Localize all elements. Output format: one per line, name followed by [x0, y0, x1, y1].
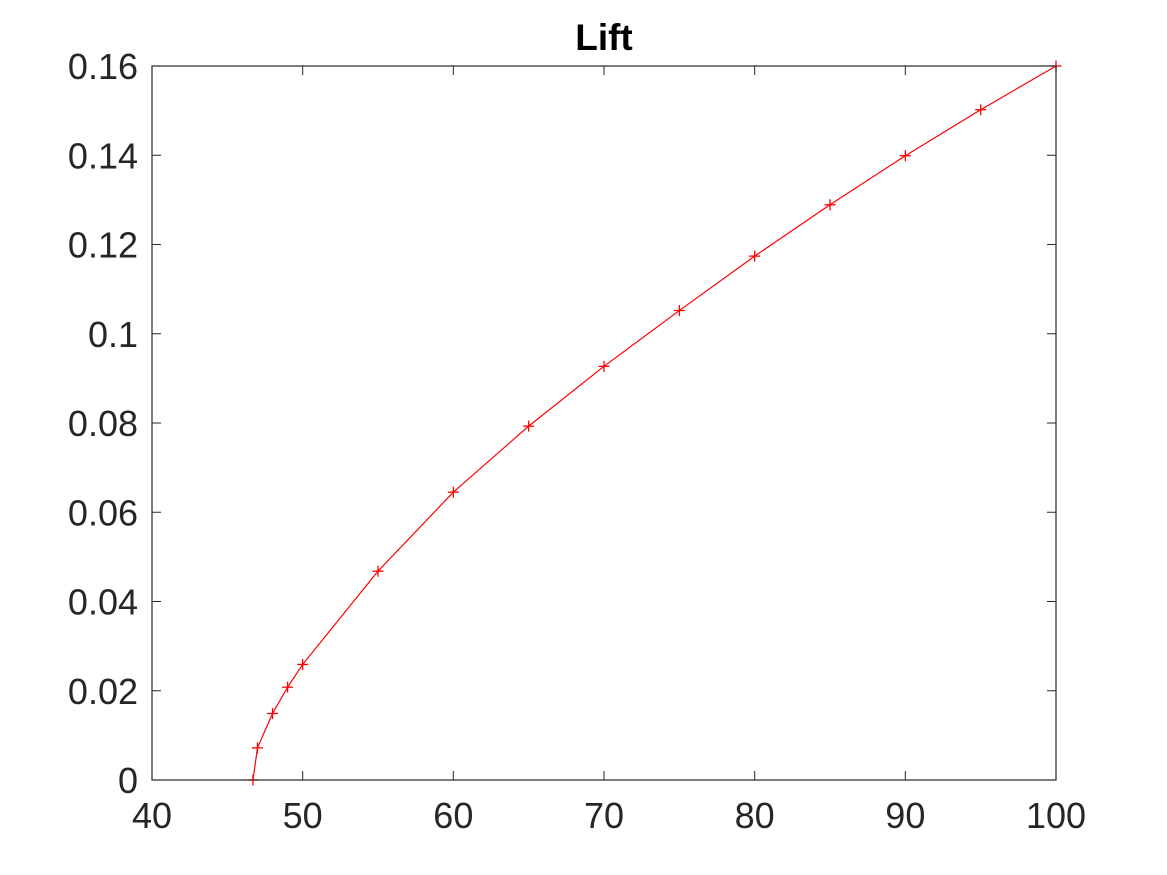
y-tick-label: 0.16 — [68, 46, 138, 87]
data-point-marker — [824, 199, 836, 211]
y-tick-label: 0.14 — [68, 135, 138, 176]
axes-box — [151, 65, 1057, 781]
chart-title: Lift — [575, 17, 633, 58]
x-tick-label: 90 — [885, 795, 925, 836]
x-tick-label: 60 — [433, 795, 473, 836]
x-tick-label: 50 — [283, 795, 323, 836]
y-tick-label: 0.04 — [68, 582, 138, 623]
data-point-marker — [523, 420, 535, 432]
x-tick-label: 80 — [735, 795, 775, 836]
data-point-marker — [673, 305, 685, 317]
data-point-marker — [267, 708, 279, 720]
y-tick-label: 0 — [118, 760, 138, 801]
y-tick-label: 0.12 — [68, 225, 138, 266]
x-tick-label: 70 — [584, 795, 624, 836]
x-tick-label: 100 — [1026, 795, 1086, 836]
y-tick-label: 0.06 — [68, 492, 138, 533]
data-point-marker — [372, 565, 384, 577]
data-point-marker — [899, 150, 911, 162]
data-point-marker — [598, 360, 610, 372]
y-tick-label: 0.02 — [68, 671, 138, 712]
ticks-layer: 40 50 60 70 80 90 100 0 0.02 0.04 0.06 0.08 0.1 0.12 0… — [68, 46, 1086, 836]
data-point-marker — [749, 250, 761, 262]
data-point-marker — [447, 486, 459, 498]
y-tick-label: 0.1 — [88, 314, 138, 355]
data-point-marker — [297, 658, 309, 670]
y-tick-label: 0.08 — [68, 403, 138, 444]
x-tick-label: 40 — [132, 795, 172, 836]
plot-area — [152, 66, 1056, 780]
data-point-marker — [251, 742, 263, 754]
data-point-marker — [975, 104, 987, 116]
data-point-marker — [282, 681, 294, 693]
